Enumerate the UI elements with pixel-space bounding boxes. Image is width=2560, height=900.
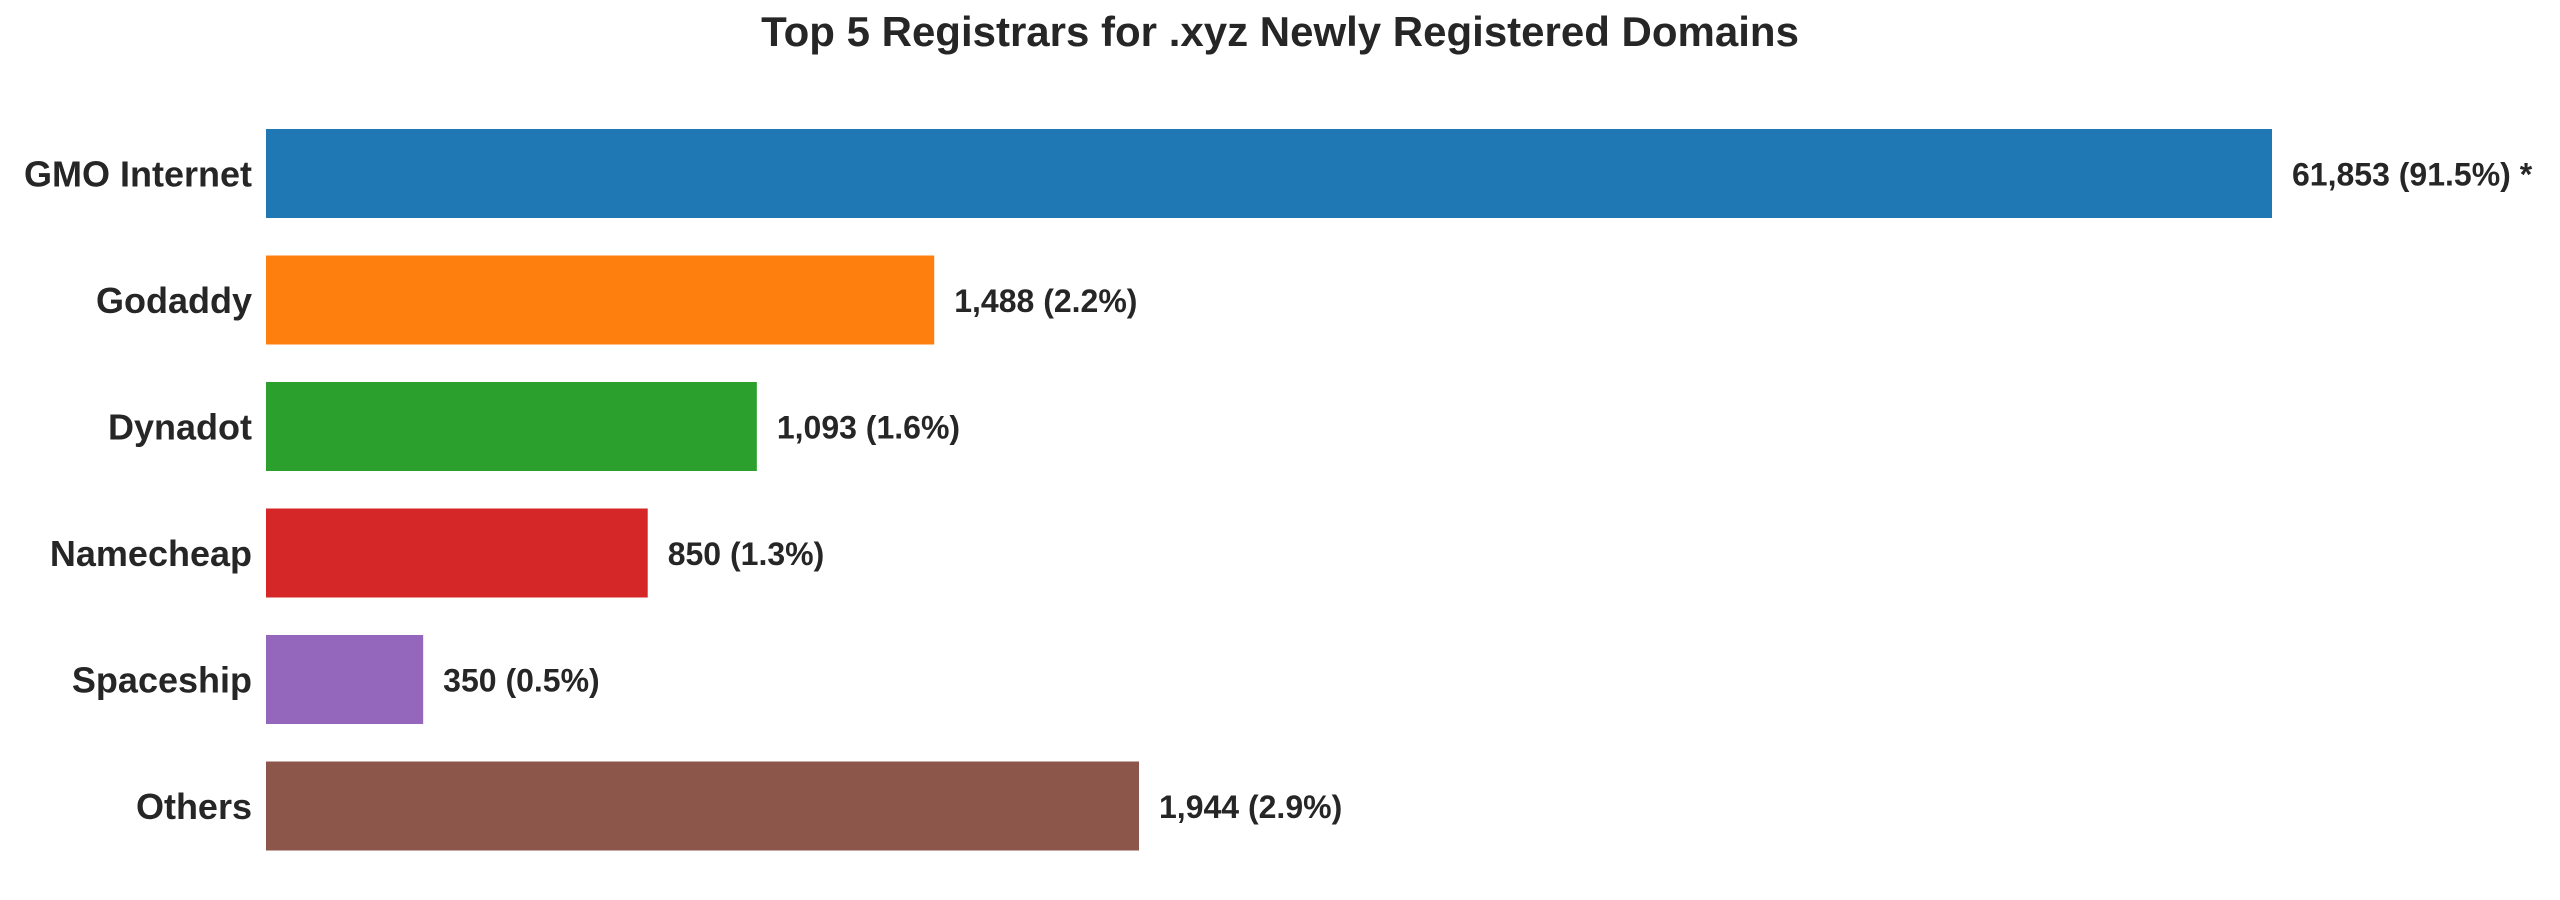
data-label: 61,853 (91.5%) * [2292,157,2533,193]
category-label: Namecheap [50,533,252,574]
data-label: 1,488 (2.2%) [954,283,1137,319]
chart-title: Top 5 Registrars for .xyz Newly Register… [761,8,1799,55]
bar-spaceship [266,635,424,724]
data-label: 850 (1.3%) [668,536,825,572]
bar-dynadot [266,382,757,471]
category-label: Dynadot [108,407,252,448]
bar-others [266,761,1139,851]
category-label: GMO Internet [24,154,252,195]
bar-namecheap [266,508,648,598]
category-label: Godaddy [96,280,252,321]
category-label: Spaceship [72,660,252,701]
bar-godaddy [266,255,935,345]
data-label: 350 (0.5%) [443,663,600,699]
data-label: 1,093 (1.6%) [777,410,960,446]
category-label: Others [136,786,252,827]
data-label: 1,944 (2.9%) [1159,789,1342,825]
bar-gmo-internet [266,129,2272,218]
